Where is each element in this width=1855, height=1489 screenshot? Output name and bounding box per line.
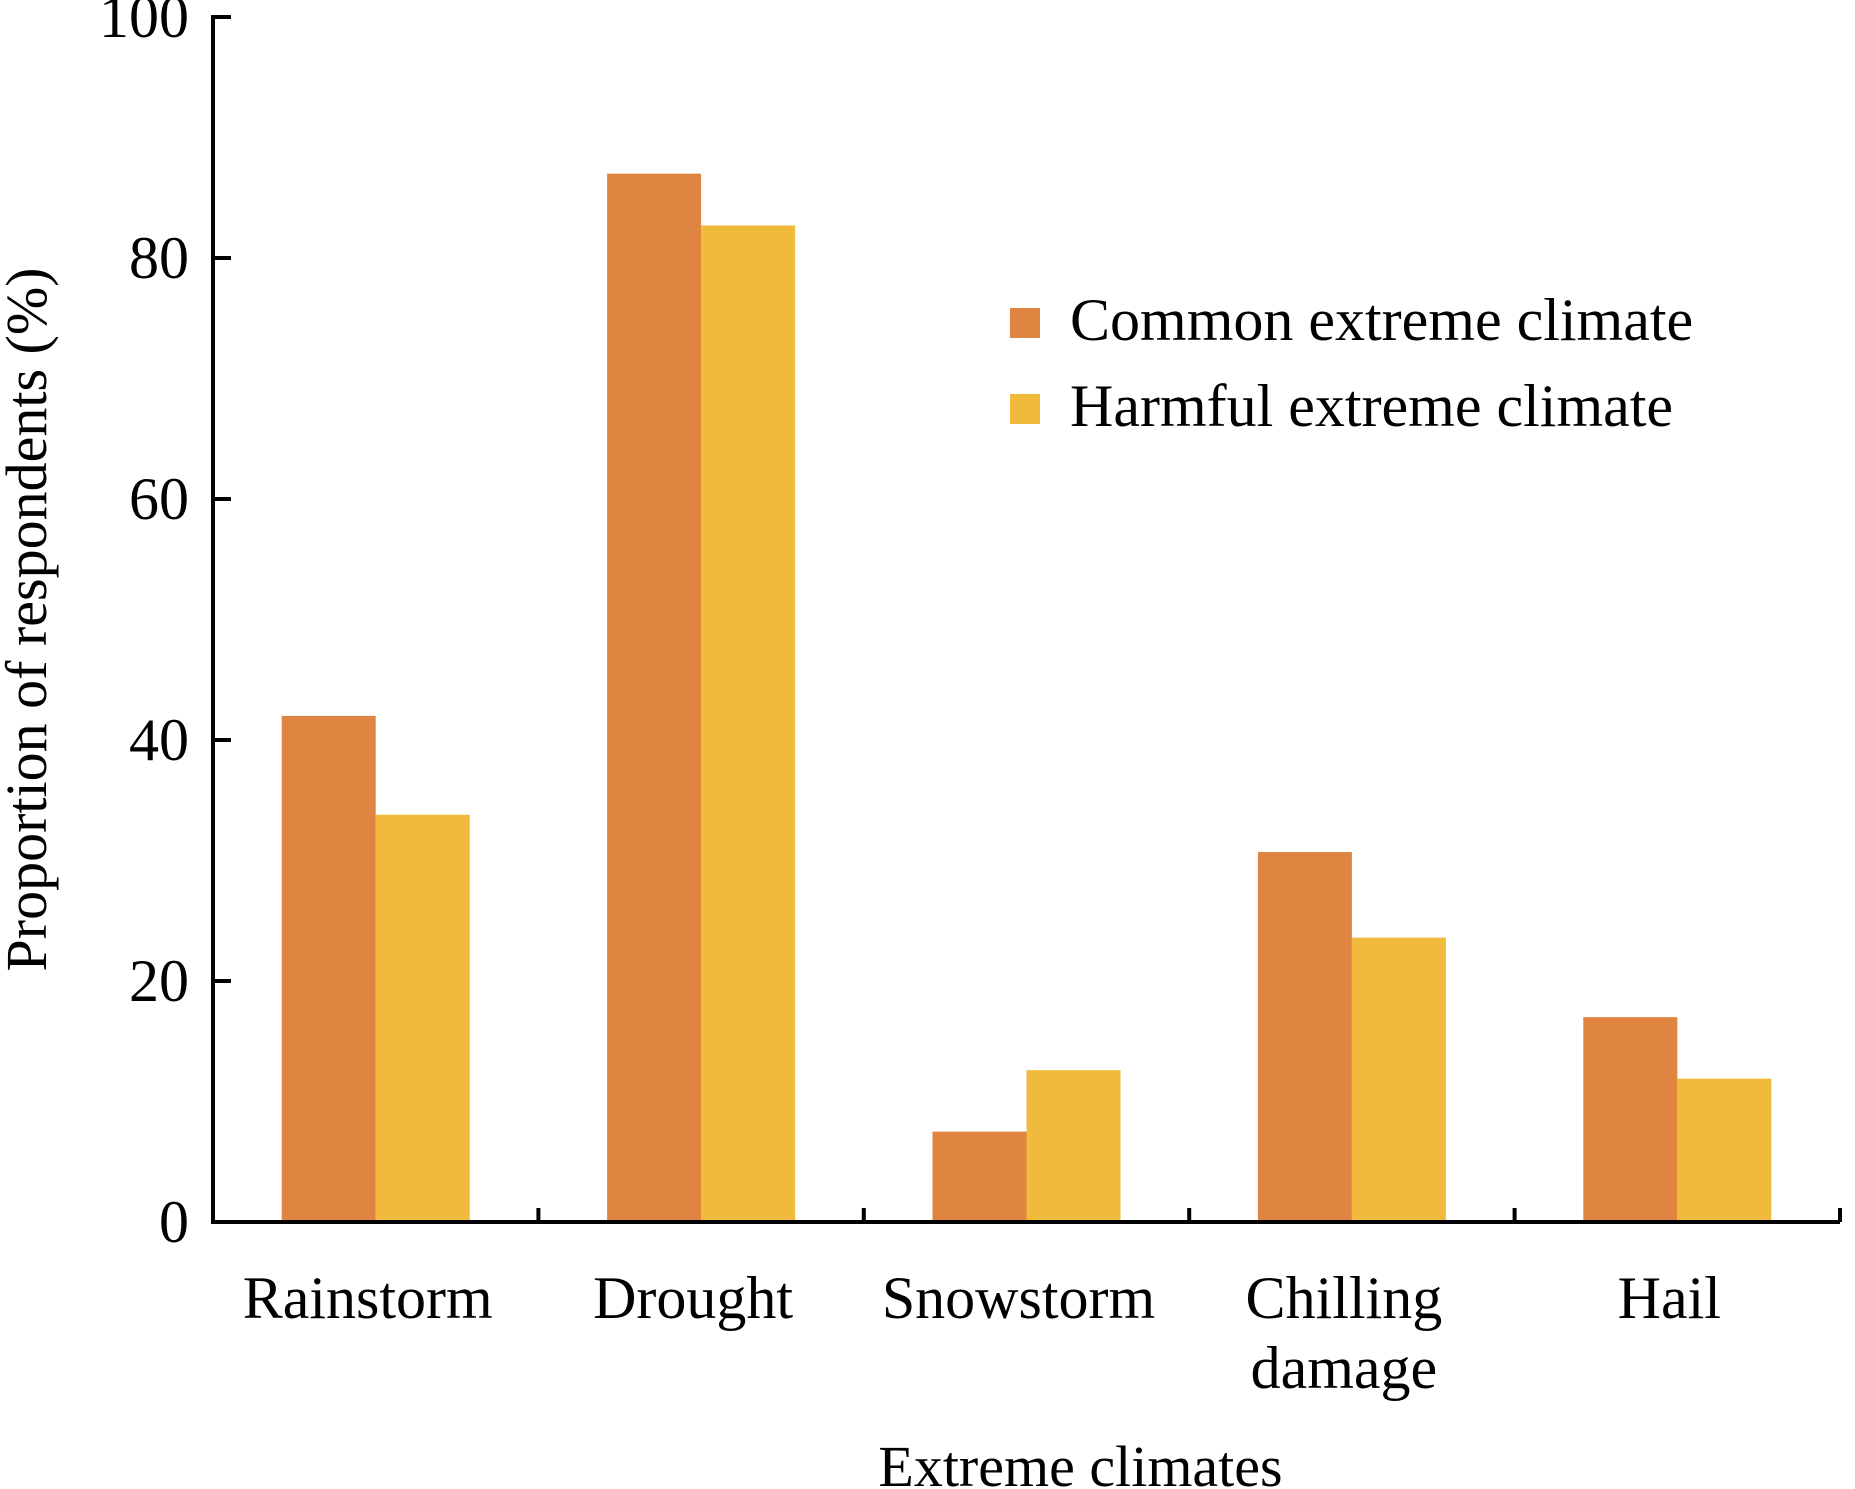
legend-label-harmful: Harmful extreme climate [1070,373,1673,439]
legend: Common extreme climate Harmful extreme cl… [1010,287,1693,439]
bar-common-drought [607,173,702,1222]
legend-label-common: Common extreme climate [1070,287,1693,353]
x-category-label: Hail [1618,1265,1721,1331]
bar-harmful-drought [701,225,796,1223]
bar-harmful-rainstorm [375,814,470,1222]
x-axis-title: Extreme climates [878,1434,1282,1489]
x-category-label: Snowstorm [882,1265,1155,1331]
bars-group [281,173,1772,1223]
y-tick-label: 100 [99,0,189,50]
axes-group [211,15,1840,1224]
x-category-label: Chilling damage [1246,1265,1443,1401]
bar-common-hail [1583,1017,1678,1222]
x-category-label: Drought [593,1265,793,1331]
y-tick-label: 80 [129,225,189,291]
legend-swatch-harmful [1010,394,1040,424]
y-tick-label: 20 [129,948,189,1014]
bar-harmful-snowstorm [1026,1070,1121,1222]
y-ticks-group: 0 20 40 60 80 100 [99,0,231,1255]
bar-harmful-hail [1677,1078,1772,1222]
y-axis-title: Proportion of respondents (%) [0,268,59,972]
x-category-labels: Rainstorm Drought Snowstorm Chilling damage H… [243,1265,1721,1401]
x-ticks-group [536,1208,1842,1222]
y-tick-label: 0 [159,1189,189,1255]
bar-common-snowstorm [932,1131,1027,1222]
legend-swatch-common [1010,308,1040,338]
y-tick-label: 40 [129,707,189,773]
bar-common-chilling-damage [1257,852,1352,1222]
bar-harmful-chilling-damage [1351,937,1446,1222]
bar-common-rainstorm [281,715,376,1222]
x-category-label: Rainstorm [243,1265,493,1331]
y-tick-label: 60 [129,466,189,532]
